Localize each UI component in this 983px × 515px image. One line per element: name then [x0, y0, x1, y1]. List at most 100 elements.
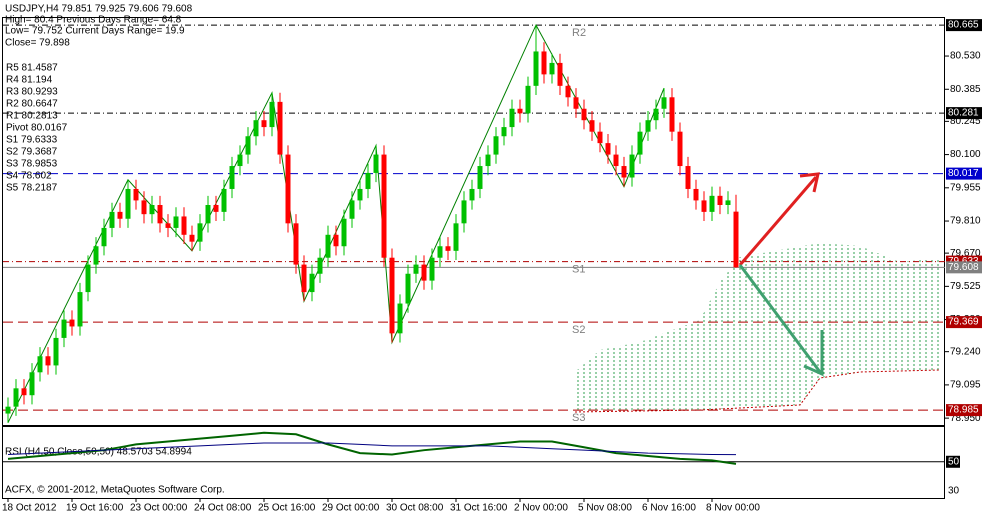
- candle-body: [221, 188, 227, 212]
- pivot-label: S4 78.602: [6, 171, 52, 182]
- candle-body: [53, 337, 59, 366]
- candle-body: [45, 356, 51, 366]
- candle-body: [309, 273, 315, 293]
- pivot-label: S2 79.3687: [6, 147, 58, 158]
- candle-body: [301, 264, 307, 293]
- candle-body: [197, 223, 203, 242]
- candle-body: [357, 188, 363, 201]
- candle-body: [589, 120, 595, 132]
- main-pane: [2, 17, 945, 426]
- candle-body: [269, 101, 275, 128]
- arrow-up-head: [799, 172, 820, 193]
- candle-body: [117, 211, 123, 219]
- rsi-pane: [2, 426, 945, 499]
- candle-body: [501, 127, 507, 137]
- rsi-tick-label: 30: [948, 485, 960, 496]
- candle-body: [29, 372, 35, 396]
- candle-body: [493, 136, 499, 155]
- candle-body: [37, 356, 43, 373]
- y-tick-label: 79.525: [950, 281, 981, 292]
- candle-body: [565, 85, 571, 98]
- candle-body: [397, 303, 403, 334]
- candle-body: [413, 264, 419, 274]
- rsi-line: [7, 431, 737, 465]
- candle-body: [109, 211, 115, 228]
- candle-body: [637, 131, 643, 155]
- y-tick-label: 79.955: [950, 182, 981, 193]
- y-tick-label: 79.670: [950, 248, 981, 259]
- candle-body: [317, 257, 323, 274]
- level-name: S1: [572, 264, 585, 276]
- candle-body: [373, 154, 379, 173]
- candle-body: [517, 108, 523, 114]
- pivot-label: R4 81.194: [6, 75, 53, 86]
- y-tick-label: 79.095: [950, 380, 981, 391]
- candle-body: [61, 319, 67, 338]
- candle-body: [685, 166, 691, 189]
- pivot-label: R5 81.4587: [6, 63, 58, 74]
- candle-body: [157, 205, 163, 224]
- pivot-label: Pivot 80.0167: [6, 123, 68, 134]
- candle-body: [605, 143, 611, 155]
- level-name: S2: [572, 324, 585, 336]
- arrow-down: [738, 264, 822, 373]
- candle-body: [21, 388, 27, 396]
- candle-body: [101, 227, 107, 247]
- candle-body: [461, 200, 467, 224]
- candle-body: [69, 319, 75, 327]
- level-box: [946, 404, 982, 417]
- pivot-label: S5 78.2187: [6, 183, 58, 194]
- pivot-label: R1 80.2813: [6, 111, 58, 122]
- candle-body: [245, 136, 251, 155]
- candle-body: [661, 97, 667, 109]
- level-name: S3: [572, 412, 585, 424]
- y-tick-label: 78.950: [950, 413, 981, 424]
- candle-body: [149, 205, 155, 215]
- candle-body: [437, 246, 443, 258]
- y-tick-label: 80.385: [950, 84, 981, 95]
- candle-body: [613, 154, 619, 167]
- level-value: 79.369: [948, 317, 979, 328]
- x-tick-label: 6 Nov 16:00: [642, 503, 696, 514]
- x-tick-label: 29 Oct 00:00: [322, 503, 380, 514]
- candle-body: [645, 120, 651, 132]
- header-line: Close= 79.898: [5, 38, 70, 49]
- candle-body: [125, 188, 131, 219]
- x-tick-label: 30 Oct 08:00: [386, 503, 444, 514]
- candle-body: [13, 388, 19, 407]
- candle-body: [349, 200, 355, 219]
- candle-body: [725, 200, 731, 205]
- candle-body: [325, 234, 331, 258]
- candle-body: [549, 62, 555, 75]
- candle-body: [733, 211, 739, 268]
- candle-body: [389, 257, 395, 334]
- candle-body: [405, 273, 411, 304]
- candle-body: [205, 205, 211, 224]
- y-tick-label: 79.810: [950, 216, 981, 227]
- candle-body: [701, 200, 707, 212]
- candle-body: [421, 264, 427, 281]
- candle-body: [229, 166, 235, 189]
- arrow-down-head: [803, 330, 824, 377]
- pivot-label: R3 80.9293: [6, 87, 58, 98]
- x-tick-label: 8 Nov 00:00: [706, 503, 760, 514]
- candle-body: [453, 223, 459, 251]
- candle-body: [533, 51, 539, 86]
- y-tick-label: 80.100: [950, 149, 981, 160]
- candle-body: [445, 246, 451, 251]
- candle-body: [381, 154, 387, 258]
- level-value: 80.665: [948, 20, 979, 31]
- candle-body: [141, 200, 147, 215]
- candle-body: [285, 154, 291, 224]
- candle-body: [341, 218, 347, 247]
- candle-body: [525, 85, 531, 114]
- x-tick-label: 18 Oct 2012: [2, 503, 57, 514]
- level-name: R2: [572, 27, 586, 39]
- candle-body: [5, 406, 11, 414]
- candle-body: [253, 120, 259, 137]
- level-box: [946, 316, 982, 329]
- level-box: [946, 261, 982, 274]
- candle-body: [653, 108, 659, 121]
- x-tick-label: 5 Nov 08:00: [578, 503, 632, 514]
